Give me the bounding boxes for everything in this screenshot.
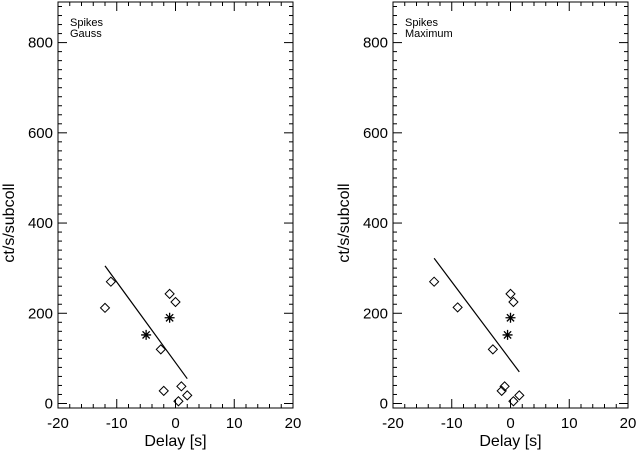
y-tick-label: 600	[363, 125, 388, 142]
x-axis-title: Delay [s]	[144, 433, 206, 450]
x-tick-label: 20	[285, 415, 302, 432]
y-axis-title: ct/s/subcoll	[1, 183, 18, 262]
x-tick-label: -10	[441, 415, 463, 432]
y-tick-label: 0	[45, 395, 53, 412]
diamond-marker	[158, 385, 169, 397]
diamond-marker	[428, 276, 440, 287]
x-tick-label: 10	[226, 415, 243, 432]
y-tick-label: 600	[28, 125, 53, 142]
annotation: Spikes	[70, 17, 104, 29]
y-tick-label: 0	[380, 395, 388, 412]
annotation: Spikes	[405, 17, 439, 29]
x-tick-label: 20	[620, 415, 637, 432]
diamond-marker	[487, 344, 499, 355]
asterisk-marker	[141, 329, 152, 340]
diamond-marker	[176, 381, 187, 392]
fit-line	[104, 265, 188, 380]
y-tick-label: 800	[363, 35, 388, 52]
x-tick-label: 0	[171, 415, 179, 432]
x-tick-label: 0	[506, 415, 514, 432]
diamond-marker	[505, 288, 516, 300]
diamond-marker	[182, 390, 193, 401]
diamond-marker	[99, 302, 111, 314]
diamond-marker	[508, 396, 519, 407]
y-tick-label: 400	[363, 215, 388, 232]
y-axis-title: ct/s/subcoll	[336, 183, 353, 262]
diamond-marker	[170, 296, 181, 308]
fit-line	[433, 257, 520, 373]
diamond-marker	[173, 396, 184, 407]
y-tick-label: 800	[28, 35, 53, 52]
x-tick-label: -20	[47, 415, 69, 432]
x-tick-label: 10	[561, 415, 578, 432]
annotation: Gauss	[70, 28, 102, 40]
y-tick-label: 400	[28, 215, 53, 232]
diamond-marker	[508, 296, 519, 308]
y-tick-label: 200	[28, 305, 53, 322]
y-tick-label: 200	[363, 305, 388, 322]
plot-frame	[392, 1, 629, 409]
annotation: Maximum	[405, 28, 453, 40]
diamond-marker	[164, 288, 175, 300]
asterisk-marker	[505, 312, 516, 323]
diamond-marker	[499, 381, 510, 392]
diamond-marker	[496, 385, 507, 397]
diamond-marker	[514, 390, 525, 401]
diamond-marker	[155, 344, 167, 355]
diamond-marker	[452, 302, 463, 313]
plot-frame	[57, 1, 294, 409]
x-tick-label: -20	[382, 415, 404, 432]
asterisk-marker	[502, 329, 513, 340]
x-axis-title: Delay [s]	[479, 433, 541, 450]
asterisk-marker	[164, 312, 175, 323]
diamond-marker	[105, 276, 117, 287]
x-tick-label: -10	[106, 415, 128, 432]
